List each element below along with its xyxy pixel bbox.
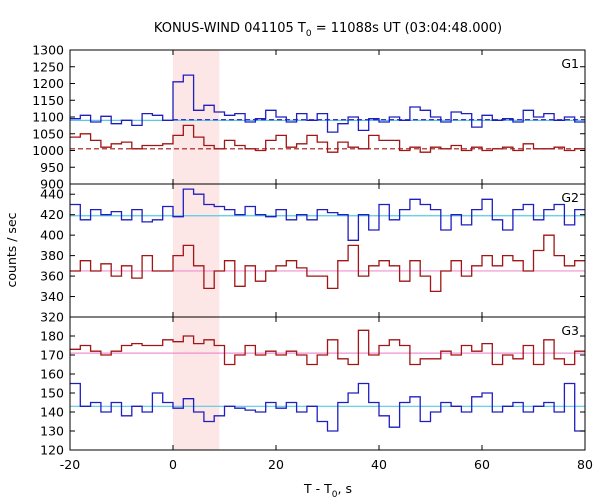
series-blue-step xyxy=(70,382,585,432)
panel-label-g3: G3 xyxy=(561,323,579,338)
panels-layer: 9009501000105011001150120012501300G13203… xyxy=(32,43,593,473)
panel-label-g1: G1 xyxy=(561,56,579,71)
title-main: KONUS-WIND 041105 T xyxy=(154,21,306,36)
x-axis-label-main: T - T xyxy=(303,481,332,496)
y-axis-label: counts / sec xyxy=(4,212,19,287)
series-red-step xyxy=(70,329,585,366)
y-tick-label: 1250 xyxy=(32,59,64,74)
y-tick-label: 950 xyxy=(40,160,64,175)
title-subscript: 0 xyxy=(306,29,312,39)
y-tick-label: 420 xyxy=(40,207,64,222)
x-tick-label: 80 xyxy=(577,457,593,472)
x-tick-label: 20 xyxy=(268,457,284,472)
y-tick-label: 1000 xyxy=(32,143,64,158)
y-tick-label: 1050 xyxy=(32,126,64,141)
y-tick-label: 320 xyxy=(40,310,64,325)
y-tick-label: 120 xyxy=(40,443,64,458)
burst-interval-highlight xyxy=(173,50,220,450)
x-axis-label-subscript: 0 xyxy=(332,490,338,500)
series-blue-step xyxy=(70,74,585,133)
y-tick-label: 440 xyxy=(40,187,64,202)
y-tick-label: 1200 xyxy=(32,76,64,91)
y-tick-label: 150 xyxy=(40,386,64,401)
x-tick-label: -20 xyxy=(60,457,80,472)
y-tick-label: 180 xyxy=(40,329,64,344)
y-tick-label: 1150 xyxy=(32,93,64,108)
panel-frame xyxy=(69,316,586,451)
y-tick-label: 170 xyxy=(40,348,64,363)
y-tick-label: 900 xyxy=(40,177,64,192)
chart-title: KONUS-WIND 041105 T0 = 11088s UT (03:04:… xyxy=(154,21,502,39)
series-blue-step xyxy=(70,188,585,241)
y-tick-label: 360 xyxy=(40,269,64,284)
series-red-step xyxy=(70,124,585,153)
panel-frame xyxy=(69,183,586,318)
y-tick-label: 130 xyxy=(40,424,64,439)
y-tick-label: 340 xyxy=(40,289,64,304)
y-tick-label: 380 xyxy=(40,248,64,263)
x-tick-label: 40 xyxy=(371,457,387,472)
y-tick-label: 140 xyxy=(40,405,64,420)
x-axis-label: T - T0, s xyxy=(303,481,352,500)
series-red-step xyxy=(70,234,585,293)
title-tail: = 11088s UT (03:04:48.000) xyxy=(312,21,502,36)
y-tick-label: 1100 xyxy=(32,110,64,125)
y-tick-label: 400 xyxy=(40,228,64,243)
x-tick-label: 0 xyxy=(169,457,177,472)
x-axis-label-tail: , s xyxy=(338,481,352,496)
panel-g2: 320 340 360 380 400 420 440 G2 xyxy=(40,183,586,325)
y-tick-label: 160 xyxy=(40,367,64,382)
panel-label-g2: G2 xyxy=(561,190,579,205)
panel-g3: 120 130 140 150 160 170 180 G3 xyxy=(40,316,586,458)
y-tick-label: 1300 xyxy=(32,43,64,58)
x-tick-label: 60 xyxy=(474,457,490,472)
